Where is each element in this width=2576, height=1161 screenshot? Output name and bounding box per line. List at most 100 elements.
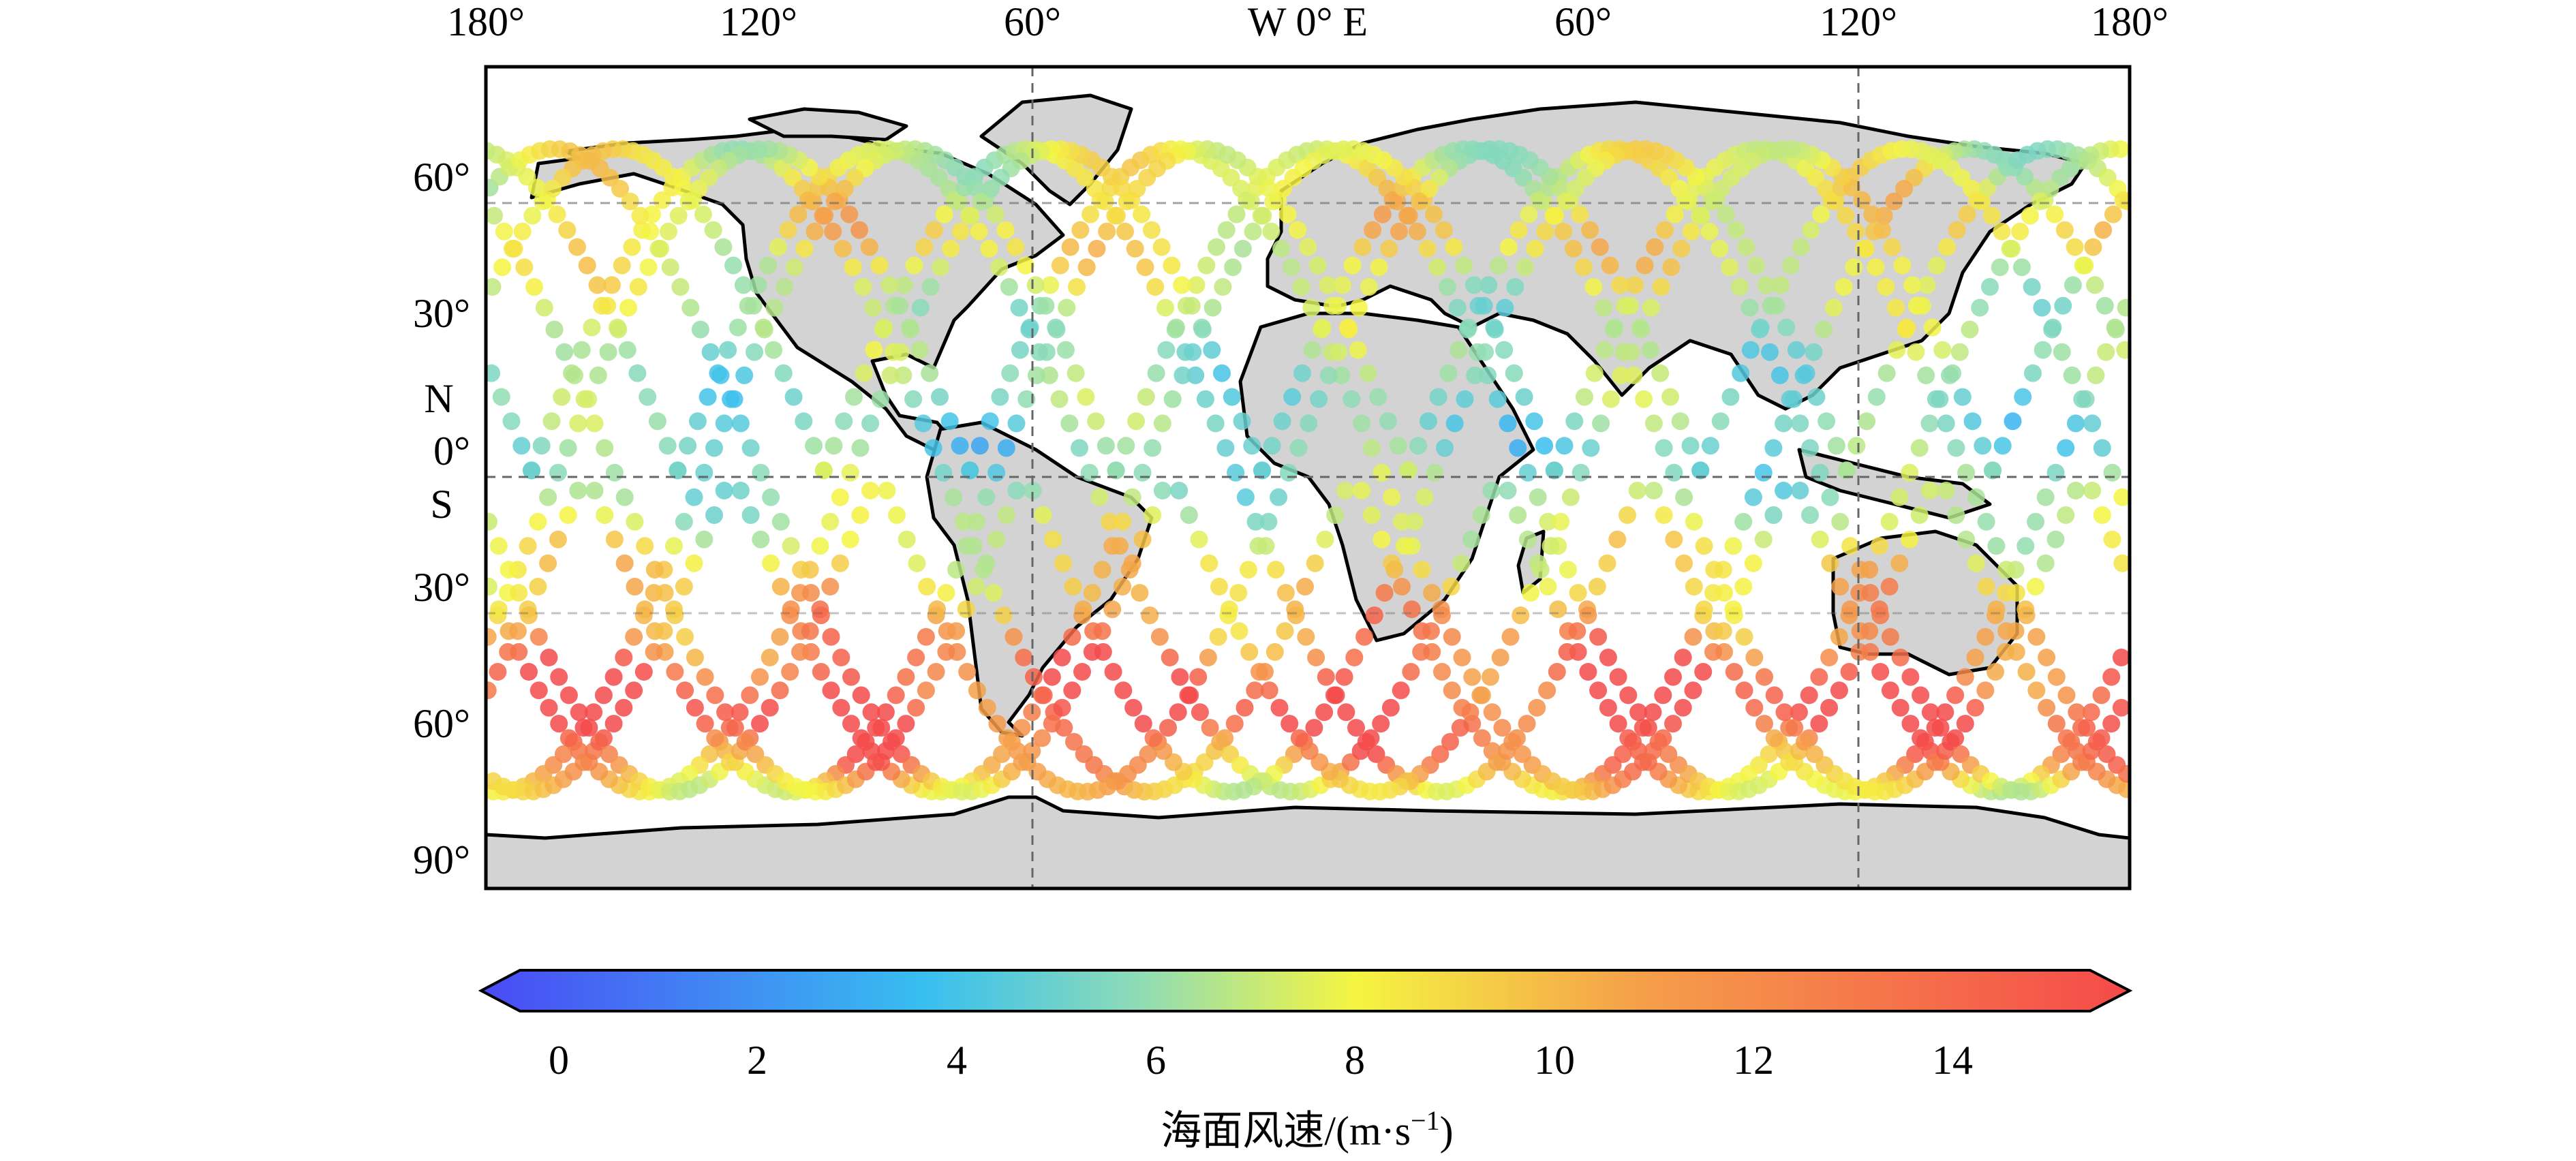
- wind-speed-point: [1197, 256, 1216, 275]
- wind-speed-point: [1636, 256, 1654, 275]
- wind-speed-point: [1424, 205, 1443, 223]
- wind-speed-point: [2116, 341, 2130, 359]
- wind-speed-point: [691, 320, 709, 339]
- colorbar-title-close: ): [1440, 1109, 1454, 1154]
- wind-speed-point: [2006, 622, 2025, 640]
- wind-speed-point: [1483, 703, 1501, 722]
- wind-speed-point: [1436, 439, 1454, 457]
- wind-speed-point: [1087, 412, 1105, 431]
- wind-speed-point: [911, 298, 930, 317]
- wind-speed-point: [530, 681, 548, 700]
- wind-speed-point: [1654, 686, 1672, 705]
- wind-speed-point: [1827, 437, 1845, 455]
- wind-speed-point: [1270, 488, 1288, 506]
- wind-speed-point: [977, 554, 996, 572]
- wind-speed-point: [1270, 698, 1289, 717]
- wind-speed-point: [1867, 388, 1886, 406]
- wind-speed-point: [1525, 412, 1544, 431]
- wind-speed-point: [795, 412, 813, 431]
- wind-speed-point: [746, 343, 763, 361]
- wind-speed-point: [2036, 554, 2055, 572]
- wind-speed-point: [1136, 258, 1154, 277]
- wind-speed-point: [1413, 561, 1431, 579]
- wind-speed-point: [1611, 276, 1629, 294]
- wind-speed-point: [1071, 439, 1088, 457]
- wind-speed-point: [1310, 390, 1328, 408]
- wind-speed-point: [1422, 622, 1440, 640]
- wind-speed-point: [1357, 732, 1375, 751]
- wind-speed-point: [1186, 366, 1205, 384]
- wind-speed-track-points: [486, 140, 2130, 801]
- wind-speed-point: [558, 221, 577, 239]
- wind-speed-point: [2046, 205, 2064, 223]
- wind-speed-point: [2087, 366, 2105, 384]
- wind-speed-point: [895, 276, 913, 294]
- wind-speed-point: [833, 240, 852, 258]
- wind-speed-point: [1501, 628, 1520, 646]
- wind-speed-point: [1224, 258, 1242, 277]
- wind-speed-point: [675, 512, 693, 531]
- wind-speed-point: [1737, 238, 1755, 256]
- wind-speed-point: [1518, 715, 1536, 733]
- wind-speed-point: [695, 530, 714, 548]
- wind-speed-point: [1977, 512, 1995, 531]
- wind-speed-point: [540, 649, 558, 666]
- wind-speed-point: [1619, 686, 1638, 705]
- wind-speed-point: [645, 643, 663, 661]
- wind-speed-point: [802, 584, 820, 602]
- wind-speed-point: [1282, 258, 1300, 277]
- wind-speed-point: [1790, 703, 1808, 722]
- wind-speed-point: [759, 256, 778, 275]
- wind-speed-point: [1347, 719, 1365, 737]
- wind-speed-point: [2068, 703, 2086, 722]
- wind-speed-point: [486, 681, 497, 700]
- wind-speed-point: [1260, 681, 1278, 700]
- wind-speed-point: [865, 341, 883, 359]
- wind-speed-point: [729, 318, 747, 337]
- wind-speed-point: [1116, 222, 1134, 241]
- wind-speed-point: [1628, 482, 1646, 499]
- wind-speed-point: [1083, 584, 1101, 602]
- wind-speed-point: [1267, 561, 1285, 579]
- wind-speed-point: [1254, 206, 1272, 225]
- wind-speed-point: [1622, 343, 1640, 361]
- wind-speed-point: [2017, 663, 2036, 681]
- wind-speed-point: [1655, 439, 1673, 457]
- wind-speed-point: [619, 298, 637, 317]
- wind-speed-point: [1238, 191, 1256, 209]
- wind-speed-point: [1133, 463, 1152, 482]
- wind-speed-point: [1933, 341, 1952, 359]
- wind-speed-point: [665, 537, 683, 555]
- wind-speed-point: [1264, 192, 1283, 211]
- wind-speed-point: [1278, 205, 1297, 223]
- wind-speed-point: [908, 554, 926, 572]
- wind-speed-point: [1103, 537, 1122, 555]
- wind-speed-point: [1958, 205, 1976, 223]
- wind-speed-point: [1957, 530, 1976, 548]
- wind-speed-point: [841, 463, 859, 482]
- wind-speed-point: [570, 703, 588, 722]
- wind-speed-point: [1216, 439, 1235, 457]
- wind-speed-point: [532, 437, 551, 455]
- wind-speed-point: [1684, 681, 1702, 700]
- wind-speed-point: [1968, 191, 1987, 209]
- wind-speed-point: [1091, 191, 1109, 209]
- wind-speed-point: [1496, 298, 1514, 317]
- wind-speed-point: [917, 681, 935, 700]
- wind-speed-point: [1325, 686, 1343, 705]
- wind-speed-point: [1956, 715, 1974, 733]
- wind-speed-point: [493, 258, 512, 277]
- wind-speed-point: [486, 206, 504, 225]
- wind-speed-point: [1655, 506, 1673, 524]
- wind-speed-point: [681, 298, 700, 317]
- wind-speed-point: [548, 205, 566, 223]
- wind-speed-point: [761, 698, 779, 717]
- wind-speed-point: [904, 390, 923, 408]
- wind-speed-point: [735, 366, 754, 384]
- wind-speed-point: [1861, 584, 1880, 602]
- wind-speed-point: [1071, 221, 1090, 239]
- wind-speed-point: [1520, 205, 1538, 223]
- wind-speed-point: [2044, 318, 2062, 337]
- wind-speed-point: [1831, 512, 1850, 531]
- wind-speed-point: [1462, 530, 1480, 548]
